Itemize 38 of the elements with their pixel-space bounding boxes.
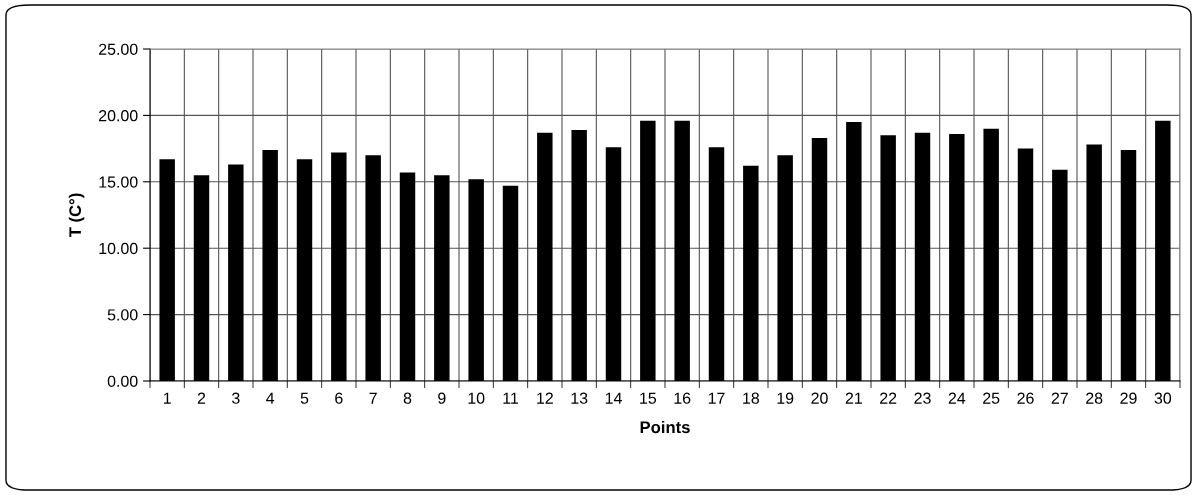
x-tick-label: 27 xyxy=(1051,392,1068,404)
x-tick-label: 2 xyxy=(197,392,206,404)
x-tick-label: 18 xyxy=(743,392,760,404)
x-tick-label: 7 xyxy=(369,392,377,404)
x-tick-label: 28 xyxy=(1086,392,1103,404)
x-tick-label: 5 xyxy=(300,392,309,404)
x-tick-label: 3 xyxy=(232,392,240,404)
x-tick-label: 22 xyxy=(880,392,897,404)
x-tick-label: 6 xyxy=(335,392,343,404)
x-tick-label: 14 xyxy=(605,392,622,404)
x-tick-label: 11 xyxy=(503,392,519,404)
x-tick-label: 21 xyxy=(845,392,862,404)
y-tick-label: 10.00 xyxy=(99,242,138,255)
x-tick-label: 30 xyxy=(1154,392,1172,404)
x-tick-label: 19 xyxy=(777,392,794,404)
x-tick-label: 29 xyxy=(1120,392,1137,404)
x-tick-label: 24 xyxy=(948,392,966,404)
x-tick-label: 12 xyxy=(537,392,553,404)
y-axis-title: T (C°) xyxy=(68,193,85,238)
y-tick-label: 15.00 xyxy=(99,176,138,188)
x-tick-label: 26 xyxy=(1017,392,1034,404)
x-tick-label: 17 xyxy=(708,392,725,404)
x-tick-label: 1 xyxy=(163,392,171,404)
x-axis-title: Points xyxy=(640,420,690,434)
x-tick-label: 23 xyxy=(914,392,931,404)
y-tick-label: 25.00 xyxy=(99,43,138,55)
y-tick-label: 5.00 xyxy=(107,309,138,321)
x-tick-label: 8 xyxy=(403,392,412,404)
x-tick-label: 4 xyxy=(266,392,275,404)
x-tick-label: 10 xyxy=(468,392,485,404)
y-tick-label: 0.00 xyxy=(107,375,138,387)
y-tick-label: 20.00 xyxy=(99,110,138,122)
x-tick-label: 20 xyxy=(811,392,828,404)
x-tick-label: 13 xyxy=(571,392,588,404)
x-tick-label: 25 xyxy=(983,392,1000,404)
x-tick-label: 16 xyxy=(674,392,691,404)
x-tick-label: 9 xyxy=(438,392,446,404)
x-tick-label: 15 xyxy=(640,392,657,404)
